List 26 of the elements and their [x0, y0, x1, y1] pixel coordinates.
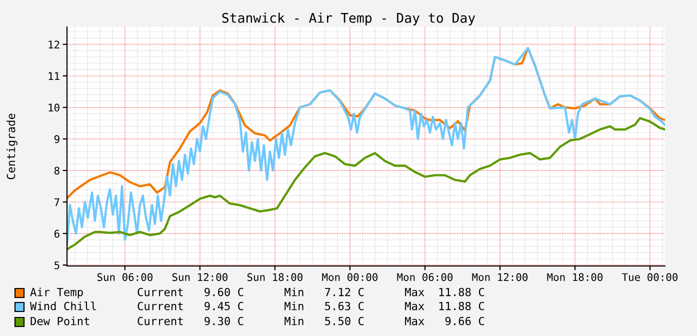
- line-series: [67, 47, 665, 246]
- x-tick-label: Tue 00:00: [622, 273, 678, 282]
- text: Current 9.30 C Min 5.50 C Max 9.66 C: [138, 316, 484, 326]
- x-tick-label: Mon 06:00: [397, 273, 453, 282]
- line-series: [67, 117, 665, 250]
- y-tick-label: 11: [48, 72, 60, 80]
- y-axis-title: Centigrade: [6, 114, 18, 180]
- legend-label: Dew Point: [30, 316, 90, 326]
- y-tick-label: 6: [54, 230, 60, 238]
- y-tick-label: 8: [54, 166, 60, 175]
- x-tick-label: Sun 12:00: [172, 273, 228, 282]
- y-tick-label: 7: [54, 198, 60, 206]
- x-tick-label: Mon 18:00: [547, 273, 603, 282]
- y-tick-label: 12: [48, 40, 60, 48]
- legend-label: Air Temp: [30, 288, 83, 298]
- x-tick-label: Mon 12:00: [472, 273, 528, 282]
- text: Current 9.60 C Min 7.12 C Max 11.88 C: [138, 288, 484, 296]
- legend-label: Wind Chill: [30, 302, 96, 310]
- x-tick-label: Mon 00:00: [322, 273, 378, 282]
- text: Current 9.45 C Min 5.63 C Max 11.88 C: [138, 302, 484, 310]
- chart-title: Stanwick - Air Temp - Day to Day: [222, 12, 476, 26]
- y-tick-label: 9: [54, 135, 60, 144]
- x-tick-label: Sun 06:00: [97, 273, 152, 282]
- y-tick-label: 10: [48, 104, 60, 112]
- x-tick-label: Sun 18:00: [247, 273, 302, 282]
- y-tick-label: 5: [54, 261, 60, 270]
